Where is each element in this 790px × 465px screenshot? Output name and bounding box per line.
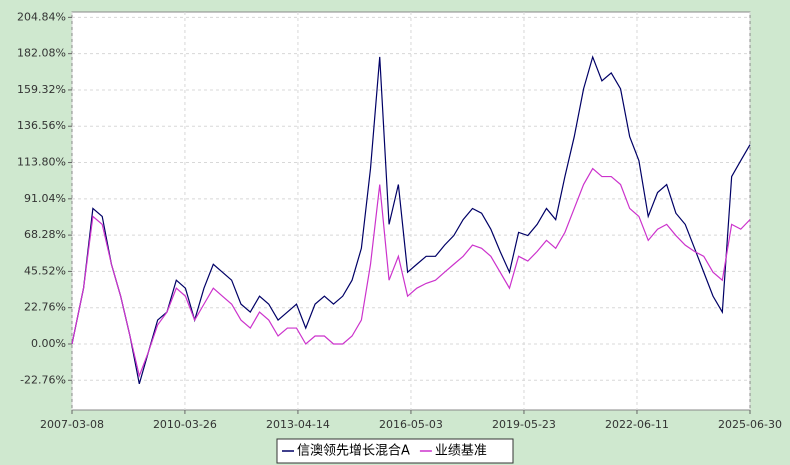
lines	[71, 55, 751, 385]
x-tick-label: 2010-03-26	[153, 418, 217, 431]
y-tick-label: 68.28%	[24, 228, 66, 241]
y-tick-label: 136.56%	[17, 119, 66, 132]
x-tick-label: 2025-06-30	[718, 418, 782, 431]
legend-label: 信澳领先增长混合A	[297, 443, 410, 459]
y-tick-label: 45.52%	[24, 264, 66, 277]
x-tick-label: 2013-04-14	[266, 418, 330, 431]
y-tick-label: -22.76%	[20, 373, 66, 386]
y-tick-label: 182.08%	[17, 47, 66, 60]
x-tick-label: 2019-05-23	[492, 418, 556, 431]
y-tick-label: 0.00%	[31, 337, 66, 350]
series-line	[71, 167, 751, 378]
x-tick-label: 2007-03-08	[40, 418, 104, 431]
series-line	[71, 55, 751, 385]
x-tick-label: 2016-05-03	[379, 418, 443, 431]
legend-label: 业绩基准	[435, 444, 487, 459]
y-tick-label: 159.32%	[17, 83, 66, 96]
y-tick-label: 204.84%	[17, 10, 66, 23]
y-tick-label: 22.76%	[24, 301, 66, 314]
y-tick-label: 113.80%	[17, 156, 66, 169]
x-tick-label: 2022-06-11	[605, 418, 669, 431]
y-tick-label: 91.04%	[24, 192, 66, 205]
grid	[71, 12, 751, 410]
legend	[276, 438, 514, 464]
